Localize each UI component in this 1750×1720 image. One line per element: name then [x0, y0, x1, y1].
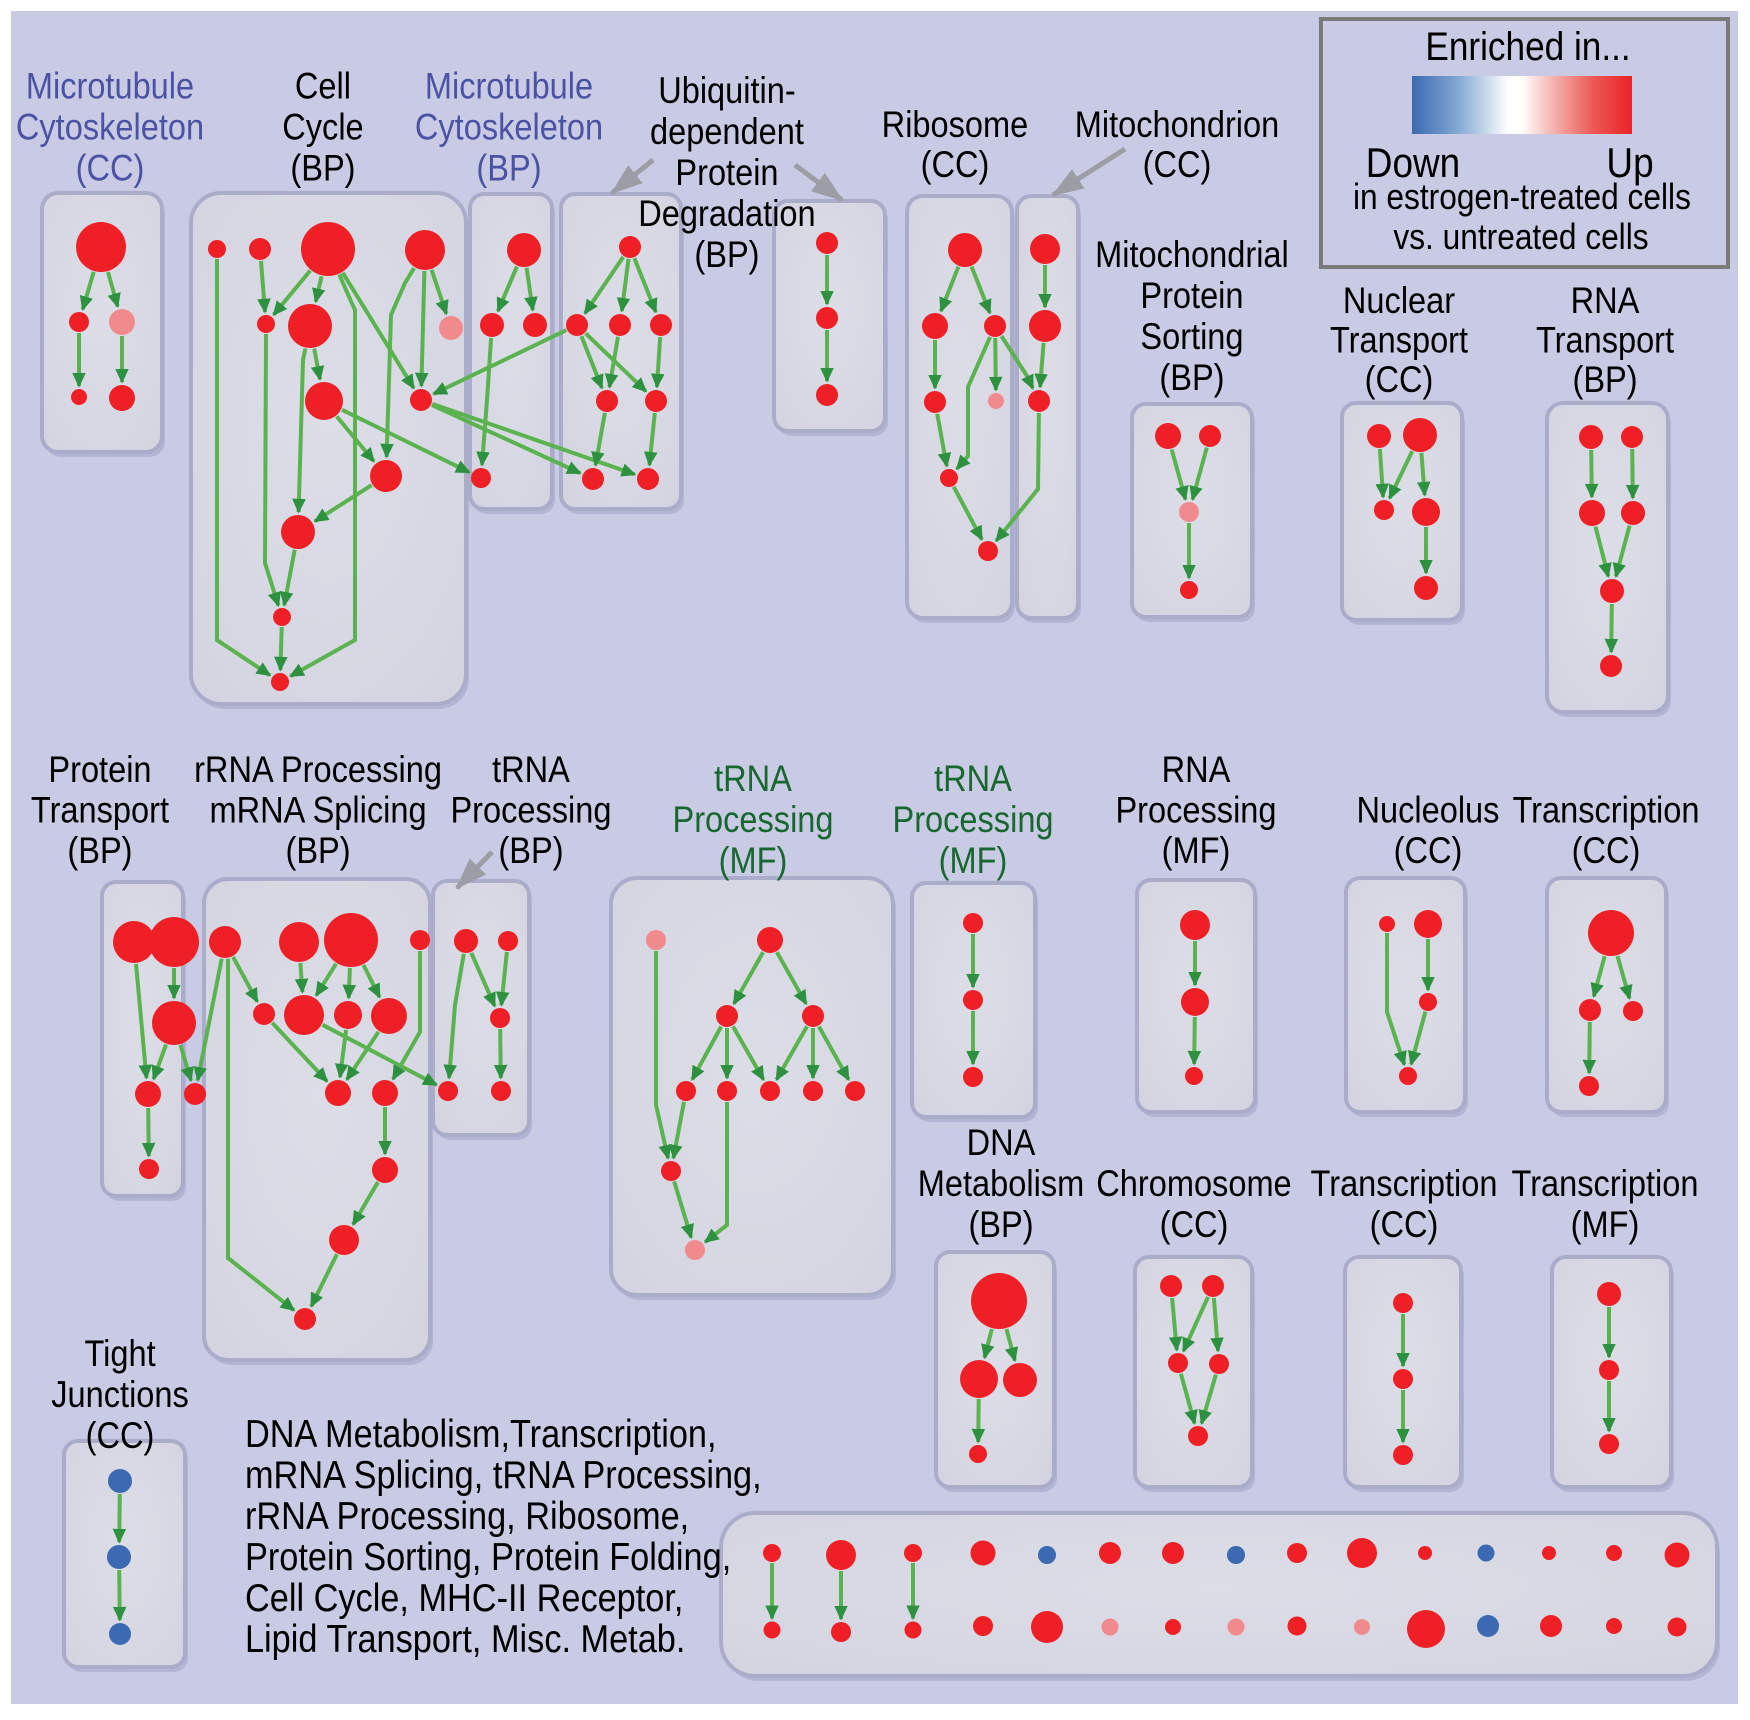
svg-text:(BP): (BP) [476, 148, 541, 189]
svg-text:dependent: dependent [650, 111, 804, 152]
svg-text:Processing: Processing [892, 799, 1053, 840]
svg-text:(MF): (MF) [939, 840, 1008, 881]
svg-text:Transport: Transport [1330, 320, 1468, 361]
svg-text:Mitochondrial: Mitochondrial [1095, 234, 1289, 275]
svg-text:(MF): (MF) [1571, 1204, 1640, 1245]
svg-text:Transcription: Transcription [1311, 1163, 1498, 1204]
svg-text:Cell: Cell [295, 66, 351, 107]
svg-text:(CC): (CC) [86, 1415, 155, 1456]
svg-text:Cytoskeleton: Cytoskeleton [415, 107, 603, 148]
svg-text:tRNA: tRNA [934, 758, 1012, 799]
svg-text:rRNA Processing: rRNA Processing [194, 749, 442, 790]
svg-text:Processing: Processing [1115, 790, 1276, 831]
svg-text:(MF): (MF) [719, 840, 788, 881]
svg-text:(CC): (CC) [1160, 1204, 1229, 1245]
svg-text:Protein: Protein [1140, 275, 1243, 316]
svg-text:Up: Up [1606, 140, 1653, 187]
svg-text:(CC): (CC) [1143, 144, 1212, 185]
svg-text:DNA: DNA [967, 1122, 1036, 1163]
svg-text:(BP): (BP) [694, 234, 759, 275]
svg-text:rRNA Processing, Ribosome,: rRNA Processing, Ribosome, [245, 1494, 689, 1538]
svg-text:(CC): (CC) [1572, 830, 1641, 871]
svg-text:Protein Sorting, Protein Foldi: Protein Sorting, Protein Folding, [245, 1535, 731, 1579]
svg-text:DNA Metabolism,Transcription,: DNA Metabolism,Transcription, [245, 1412, 717, 1456]
svg-text:Down: Down [1366, 140, 1460, 187]
svg-text:Processing: Processing [672, 799, 833, 840]
svg-text:(BP): (BP) [1159, 357, 1224, 398]
svg-text:Cycle: Cycle [282, 107, 363, 148]
svg-text:(BP): (BP) [290, 148, 355, 189]
svg-text:(CC): (CC) [1394, 830, 1463, 871]
svg-text:Protein: Protein [48, 749, 151, 790]
svg-text:Sorting: Sorting [1140, 316, 1243, 357]
svg-text:Microtubule: Microtubule [425, 66, 593, 107]
svg-text:Cell Cycle, MHC-II Receptor,: Cell Cycle, MHC-II Receptor, [245, 1576, 683, 1620]
svg-text:mRNA Splicing: mRNA Splicing [209, 790, 426, 831]
svg-text:tRNA: tRNA [492, 749, 570, 790]
svg-text:(BP): (BP) [1572, 359, 1637, 400]
svg-text:Transport: Transport [31, 790, 169, 831]
svg-text:Microtubule: Microtubule [26, 66, 194, 107]
svg-text:vs. untreated cells: vs. untreated cells [1393, 217, 1648, 257]
svg-text:Nuclear: Nuclear [1343, 280, 1456, 321]
svg-text:Enriched in...: Enriched in... [1425, 24, 1630, 69]
svg-text:Junctions: Junctions [51, 1374, 189, 1415]
svg-text:Metabolism: Metabolism [918, 1163, 1084, 1204]
svg-text:(BP): (BP) [67, 830, 132, 871]
svg-text:Transport: Transport [1536, 320, 1674, 361]
svg-text:in estrogen-treated cells: in estrogen-treated cells [1353, 177, 1691, 217]
svg-text:(BP): (BP) [285, 830, 350, 871]
svg-text:(MF): (MF) [1162, 830, 1231, 871]
svg-text:Cytoskeleton: Cytoskeleton [16, 107, 204, 148]
svg-text:Transcription: Transcription [1512, 1163, 1699, 1204]
svg-text:RNA: RNA [1571, 280, 1640, 321]
svg-text:RNA: RNA [1162, 749, 1231, 790]
svg-text:(CC): (CC) [1365, 359, 1434, 400]
svg-text:Mitochondrion: Mitochondrion [1075, 104, 1279, 145]
svg-text:Lipid Transport, Misc. Metab.: Lipid Transport, Misc. Metab. [245, 1617, 685, 1661]
svg-text:(CC): (CC) [921, 144, 990, 185]
svg-text:mRNA Splicing, tRNA Processing: mRNA Splicing, tRNA Processing, [245, 1453, 762, 1497]
svg-text:Chromosome: Chromosome [1096, 1163, 1291, 1204]
svg-text:(CC): (CC) [1370, 1204, 1439, 1245]
svg-text:tRNA: tRNA [714, 758, 792, 799]
svg-text:Ubiquitin-: Ubiquitin- [658, 70, 796, 111]
svg-text:Protein: Protein [675, 152, 778, 193]
svg-text:Nucleolus: Nucleolus [1356, 790, 1499, 831]
svg-text:Processing: Processing [450, 790, 611, 831]
svg-text:(BP): (BP) [498, 830, 563, 871]
svg-text:Degradation: Degradation [638, 193, 815, 234]
svg-text:Ribosome: Ribosome [882, 104, 1029, 145]
svg-text:(BP): (BP) [968, 1204, 1033, 1245]
svg-text:Transcription: Transcription [1513, 790, 1700, 831]
svg-text:Tight: Tight [84, 1333, 155, 1374]
svg-text:(CC): (CC) [76, 148, 145, 189]
